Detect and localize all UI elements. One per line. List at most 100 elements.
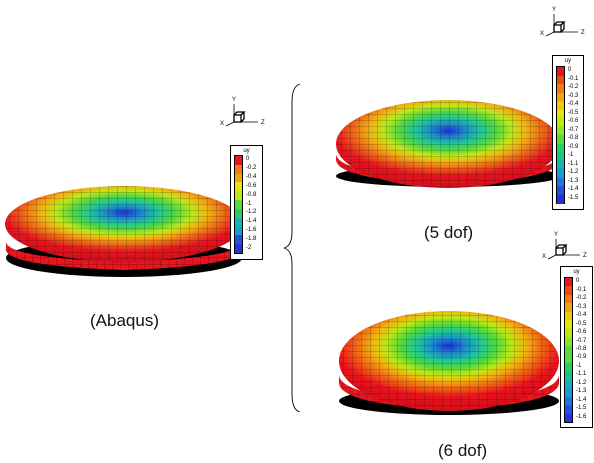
legend-label: -0.8 (246, 191, 257, 198)
legend-label: -0.6 (568, 118, 579, 125)
legend-swatch (557, 169, 564, 178)
legend-title: uy (564, 58, 572, 64)
legend-swatch (565, 371, 572, 381)
legend-label: -1.3 (576, 388, 587, 395)
legend-label: 0 (568, 67, 572, 74)
legend-labels: 0 -0.2 -0.4 -0.6 -0.8 -1 -1.2 -1.4 -1.6 -1.8 -2 (246, 155, 264, 254)
legend-swatch (565, 311, 572, 321)
legend-swatch (235, 244, 242, 254)
legend-label: -0.2 (246, 165, 257, 172)
legend-label: -1.2 (576, 379, 587, 386)
svg-text:Z: Z (261, 120, 265, 126)
legend-label: 0 (576, 278, 580, 285)
legend-label: -1.4 (576, 396, 587, 403)
legend-swatch (557, 160, 564, 170)
dof5-plate-plot (336, 100, 560, 188)
legend-label: -0.6 (576, 329, 587, 336)
legend-label: -0.9 (576, 354, 587, 361)
dof6-panel: Y X Z uy 0 -0.1 -0.2 -0.3 -0.4 -0.5 -0.6 -0.7 -0… (300, 225, 594, 463)
legend-swatch (235, 217, 242, 228)
legend-swatch (557, 126, 564, 136)
svg-text:Y: Y (232, 97, 236, 103)
legend-swatch (235, 235, 242, 245)
legend-label: -0.7 (576, 337, 587, 344)
abaqus-caption: (Abaqus) (90, 311, 159, 330)
legend-swatch (565, 303, 572, 313)
dof6-color-legend: uy 0 -0.1 -0.2 -0.3 -0.4 -0.5 -0.6 -0.7 -0.8 -0.9… (560, 266, 593, 428)
legend-label: -2 (246, 244, 252, 251)
legend-swatch (557, 118, 564, 127)
legend-swatch (557, 143, 564, 153)
legend-title: uy (573, 269, 580, 275)
legend-label: -1.1 (576, 371, 587, 378)
legend-label: -0.6 (246, 182, 257, 189)
legend-swatch (557, 135, 564, 144)
legend-label: -1.6 (246, 226, 257, 233)
legend-swatch (557, 101, 564, 110)
legend-swatch (565, 379, 572, 389)
legend-label: -0.2 (576, 295, 587, 302)
dof6-axis-triad: Y X Z (542, 232, 587, 260)
legend-color-bar (564, 277, 573, 423)
legend-label: -1.3 (568, 177, 579, 184)
svg-text:X: X (220, 121, 224, 127)
legend-swatch (557, 186, 564, 195)
legend-label: -1.6 (576, 413, 587, 420)
svg-text:X: X (542, 254, 546, 260)
legend-swatch (557, 194, 564, 204)
abaqus-axis-triad: Y X Z (220, 97, 265, 127)
legend-label: -0.4 (568, 101, 579, 108)
legend-swatch (235, 164, 242, 175)
legend-swatch (235, 156, 242, 166)
legend-swatch (235, 200, 242, 210)
legend-label: -0.5 (568, 109, 579, 116)
legend-swatch (565, 294, 572, 304)
legend-label: -1.2 (568, 169, 579, 176)
svg-text:Z: Z (583, 253, 587, 259)
svg-text:Z: Z (581, 30, 585, 36)
legend-swatch (235, 173, 242, 183)
legend-label: -0.7 (568, 126, 579, 133)
legend-swatch (565, 320, 572, 330)
legend-label: -0.4 (576, 312, 587, 319)
legend-swatch (235, 182, 242, 192)
legend-label: -0.8 (576, 346, 587, 352)
legend-swatch (565, 405, 572, 415)
legend-title: uy (243, 148, 250, 154)
legend-label: -1.1 (568, 160, 579, 167)
legend-label: -0.2 (568, 84, 579, 91)
legend-swatch (565, 345, 572, 355)
legend-label: -1 (568, 152, 574, 159)
legend-swatch (565, 337, 572, 347)
legend-labels: 0 -0.1 -0.2 -0.3 -0.4 -0.5 -0.6 -0.7 -0.8 -0.9 -1-… (568, 66, 585, 204)
dof5-color-legend: uy 0 -0.1 -0.2 -0.3 -0.4 -0.5 -0.6 -0.7 -0.8 -0.9… (552, 55, 584, 210)
abaqus-color-legend: uy 0 -0.2 -0.4 -0.6 -0.8 -1 -1.2 -1.4 -1.6 -1.8 -2 (230, 145, 263, 260)
abaqus-plate-plot (5, 186, 243, 277)
legend-label: -1 (246, 200, 252, 207)
legend-swatch (565, 286, 572, 296)
svg-text:Y: Y (554, 232, 558, 238)
legend-labels: 0 -0.1 -0.2 -0.3 -0.4 -0.5 -0.6 -0.7 -0.8 -0.9 -1-… (576, 277, 594, 423)
dof6-caption: (6 dof) (438, 441, 488, 460)
legend-label: -0.9 (568, 143, 579, 150)
legend-label: -1 (576, 362, 582, 369)
legend-swatch (565, 354, 572, 364)
legend-swatch (235, 208, 242, 219)
legend-swatch (235, 191, 242, 201)
legend-label: -0.8 (568, 135, 579, 142)
legend-swatch (565, 413, 572, 423)
legend-swatch (557, 67, 564, 76)
dof6-plate-plot (339, 311, 559, 415)
svg-text:X: X (540, 31, 544, 37)
legend-swatch (565, 328, 572, 338)
legend-swatch (557, 84, 564, 93)
legend-label: -0.1 (568, 75, 579, 82)
legend-swatch (565, 362, 572, 372)
legend-label: 0 (246, 156, 250, 163)
legend-swatch (557, 75, 564, 85)
abaqus-panel: Y X Z uy 0 -0.2 -0.4 -0.6 -0.8 -1 -1.2 -1.4 -1.6… (0, 0, 290, 463)
dof5-panel: Y X Z uy 0 -0.1 -0.2 -0.3 -0.4 -0.5 -0.6 -0.7 -0… (300, 0, 594, 250)
legend-color-bar (556, 66, 565, 204)
legend-swatch (557, 152, 564, 161)
legend-label: -0.3 (568, 92, 579, 99)
